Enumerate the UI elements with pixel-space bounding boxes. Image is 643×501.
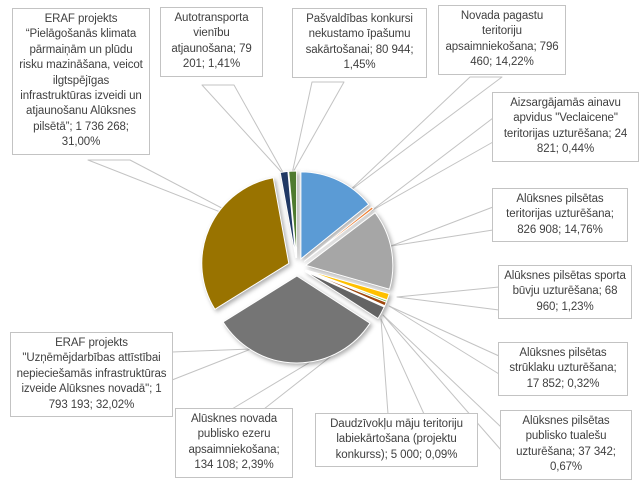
pie-slice-label-text: Alūksnes pilsētas sporta būvju uzturēšan… (504, 270, 626, 313)
pie-slice-0[interactable] (300, 171, 370, 260)
leader-line (346, 76, 503, 194)
pie (201, 170, 394, 364)
leader-line (171, 348, 252, 381)
pie-slice-label-text: Pašvaldības konkursi nekustamo īpašumu s… (305, 13, 414, 72)
pie-slice-label-text: ERAF projekts “Pielāgošanās klimata pārm… (19, 13, 143, 149)
pie-slice-label-text: Alūksnes pilsētas publisko tualešu uztur… (516, 415, 616, 474)
pie-slice-2[interactable] (304, 211, 394, 290)
pie-slice-label: Autotransporta vienību atjaunošana; 79 2… (160, 7, 263, 77)
pie-slice-8[interactable] (222, 275, 371, 364)
leader-line (390, 206, 494, 247)
pie-slice-label-text: Alūksnes pilsētas teritorijas uzturēšana… (506, 193, 614, 236)
pie-slice-label: Alūsknes novada publisko ezeru apsaimnie… (175, 408, 293, 478)
pie-slice-10[interactable] (279, 170, 297, 259)
pie-slice-label: Alūksnes pilsētas sporta būvju uzturēšan… (498, 265, 632, 320)
pie-slice-label-text: Autotransporta vienību atjaunošana; 79 2… (171, 12, 252, 71)
pie-slice-label-text: Alūsknes novada publisko ezeru apsaimnie… (188, 413, 280, 472)
pie-slice-label: Novada pagastu teritoriju apsaimniekošan… (438, 5, 566, 75)
pie-slice-7[interactable] (304, 270, 385, 320)
pie-slice-label: Pašvaldības konkursi nekustamo īpašumu s… (292, 8, 427, 78)
pie-slice-11[interactable] (288, 170, 298, 259)
leader-line (396, 286, 500, 311)
pie-slice-label: Alūksnes pilsētas teritorijas uzturēšana… (492, 188, 628, 243)
pie-slice-label-text: ERAF projekts "Uzņēmējdarbības attīstība… (16, 337, 167, 411)
pie-slice-label: Alūksnes pilsētas publisko tualešu uztur… (500, 410, 632, 480)
pie-slice-label: Alūksnes pilsētas strūklaku uzturēšana; … (498, 342, 628, 397)
pie-slice-label-text: Daudzīvokļu māju teritoriju labiekārtoša… (330, 418, 463, 461)
pie-slice-label: Aizsargājamās ainavu apvidus "Veclaicene… (492, 92, 639, 162)
pie-slice-label-text: Alūksnes pilsētas strūklaku uzturēšana; … (509, 347, 617, 390)
leader-line (87, 159, 257, 227)
pie-slice-6[interactable] (304, 270, 386, 308)
pie-slice-label-text: Novada pagastu teritoriju apsaimniekošan… (445, 10, 559, 69)
leader-line (370, 117, 494, 212)
leader-line (201, 84, 286, 177)
pie-slice-label: ERAF projekts “Pielāgošanās klimata pārm… (12, 8, 150, 155)
leader-line (291, 81, 345, 175)
pie-slice-3[interactable] (305, 269, 390, 301)
pie-slice-1[interactable] (303, 206, 375, 262)
pie-slice-label: Daudzīvokļu māju teritoriju labiekārtoša… (315, 413, 478, 468)
pie-slice-9[interactable] (201, 177, 290, 310)
pie-slice-label-text: Aizsargājamās ainavu apvidus "Veclaicene… (503, 97, 628, 156)
pie-slice-label: ERAF projekts "Uzņēmējdarbības attīstība… (10, 332, 173, 418)
